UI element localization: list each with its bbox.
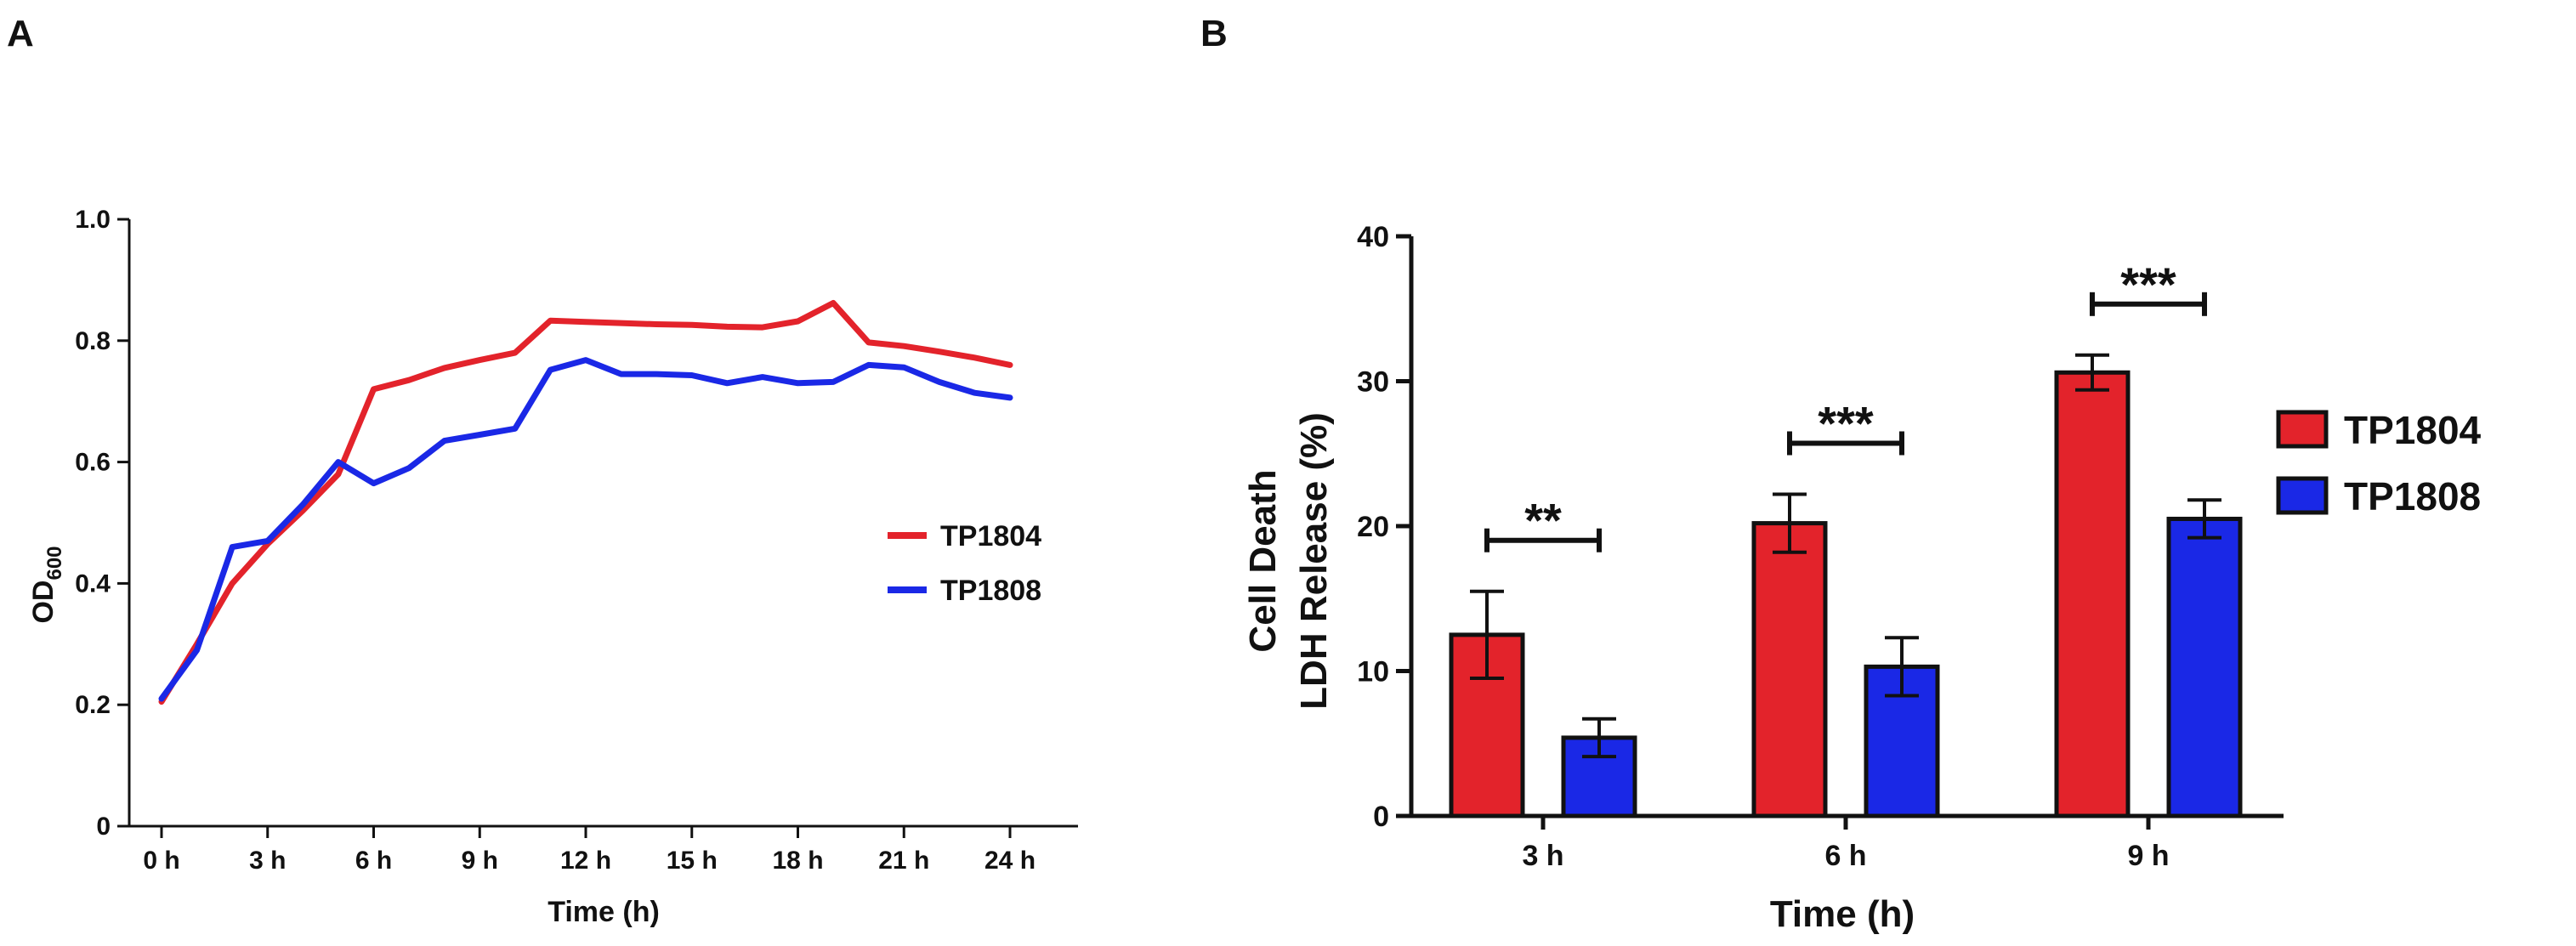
- b-legend-label-tp1808: TP1808: [2344, 474, 2481, 518]
- a-series-line-tp1804: [158, 300, 1013, 705]
- b-axes: 0 10 20 30 40 3 h 6 h 9 h: [1357, 221, 2284, 872]
- a-y-tick-label: 0.8: [75, 327, 111, 355]
- panel-label-a: A: [7, 13, 34, 54]
- b-y-tick-label: 20: [1357, 511, 1389, 543]
- a-x-tick-label: 3 h: [249, 847, 286, 875]
- a-legend-label-tp1804: TP1804: [940, 520, 1041, 552]
- a-series-lines: [158, 300, 1013, 705]
- a-y-axis-title-main: OD: [27, 581, 60, 624]
- a-y-tick-label: 0.6: [75, 449, 111, 477]
- a-x-tick-label: 12 h: [560, 847, 611, 875]
- b-y-tick-label: 0: [1373, 801, 1389, 833]
- b-y-axis-title-line1: Cell Death: [1242, 469, 1284, 652]
- b-x-tick-label: 6 h: [1824, 840, 1866, 872]
- b-bars: ********: [1449, 258, 2243, 819]
- b-bar-tp1804: [2054, 370, 2131, 819]
- b-y-tick-label: 40: [1357, 221, 1389, 253]
- a-y-axis-title: OD600: [27, 546, 66, 623]
- line-chart-od600: 0 0.2 0.4 0.6 0.8 1.0 0 h 3 h 6 h 9 h 12 h 15 h 18 h…: [27, 206, 1078, 928]
- a-y-tick-label: 0: [96, 813, 111, 841]
- a-legend-label-tp1808: TP1808: [940, 575, 1041, 607]
- a-y-tick-label: 0.4: [75, 569, 111, 598]
- b-significance-label: ***: [1818, 396, 1874, 450]
- b-y-axis-title-line2: LDH Release (%): [1293, 412, 1335, 710]
- b-significance-label: ***: [2120, 258, 2176, 311]
- a-x-tick-label: 18 h: [772, 847, 823, 875]
- a-series-line-tp1808: [158, 357, 1013, 702]
- b-legend: TP1804 TP1808: [2276, 408, 2482, 518]
- a-x-tick-label: 15 h: [667, 847, 718, 875]
- b-legend-label-tp1804: TP1804: [2344, 408, 2482, 452]
- a-x-tick-label: 6 h: [355, 847, 392, 875]
- b-y-tick-label: 10: [1357, 656, 1389, 688]
- panel-label-b: B: [1200, 13, 1228, 54]
- a-x-tick-label: 0 h: [143, 847, 179, 875]
- b-legend-swatch-tp1804: [2276, 410, 2329, 449]
- b-significance-label: **: [1524, 494, 1562, 547]
- a-x-tick-label: 21 h: [878, 847, 929, 875]
- a-y-tick-label: 0.2: [75, 691, 111, 719]
- b-x-tick-label: 9 h: [2127, 840, 2169, 872]
- b-y-tick-label: 30: [1357, 366, 1389, 399]
- a-y-tick-label: 1.0: [75, 206, 111, 234]
- a-x-axis-title: Time (h): [548, 896, 660, 928]
- a-y-axis-title-subscript: 600: [43, 546, 66, 580]
- b-bar-tp1808: [2166, 516, 2243, 819]
- b-legend-swatch-tp1808: [2276, 476, 2329, 515]
- b-x-tick-label: 3 h: [1522, 840, 1563, 872]
- a-x-tick-label: 24 h: [984, 847, 1036, 875]
- a-x-tick-label: 9 h: [462, 847, 498, 875]
- b-x-axis-title: Time (h): [1770, 893, 1915, 935]
- a-legend: TP1804 TP1808: [888, 520, 1041, 607]
- b-bar-tp1804: [1751, 521, 1828, 819]
- a-axes: 0 0.2 0.4 0.6 0.8 1.0 0 h 3 h 6 h 9 h 12 h 15 h 18 h…: [75, 206, 1078, 875]
